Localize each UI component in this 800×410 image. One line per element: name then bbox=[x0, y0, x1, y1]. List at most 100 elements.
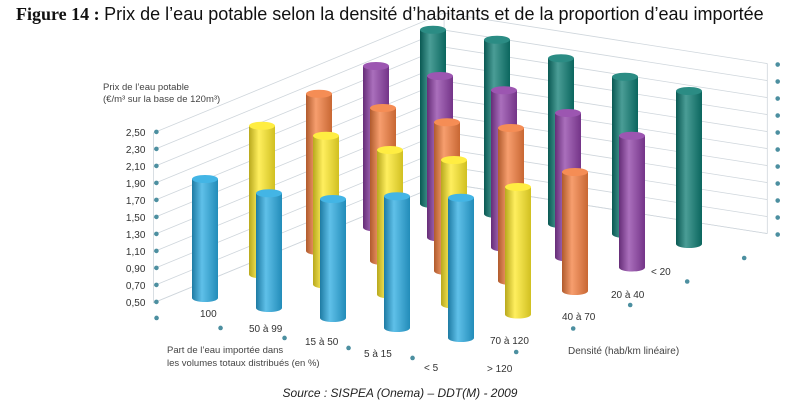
figure-source: Source : SISPEA (Onema) – DDT(M) - 2009 bbox=[282, 386, 518, 400]
x-label-line: Part de l’eau importée dans bbox=[167, 345, 283, 356]
wall-tick-dot bbox=[775, 79, 780, 84]
bar-> 120-100 bbox=[192, 175, 218, 302]
wall-tick-dot bbox=[775, 96, 780, 101]
z-tick-label: 40 à 70 bbox=[562, 312, 596, 323]
bar-> 120-< 5 bbox=[448, 193, 474, 342]
y-tick-dot bbox=[154, 214, 159, 220]
bar-top bbox=[320, 195, 346, 203]
y-tick-label: 0,70 bbox=[126, 281, 146, 292]
bar-body bbox=[676, 91, 702, 248]
bar-40 à 70-< 5 bbox=[562, 168, 588, 295]
x-tick-dot bbox=[346, 345, 351, 351]
y-tick-dot bbox=[154, 299, 159, 305]
bar-top bbox=[555, 109, 581, 117]
z-tick-label: 70 à 120 bbox=[490, 336, 529, 347]
bar-70 à 120-< 5 bbox=[505, 183, 531, 319]
y-tick-dot bbox=[154, 248, 159, 254]
x-tick-label: 5 à 15 bbox=[364, 349, 392, 360]
bar-top bbox=[498, 124, 524, 132]
y-tick-label: 1,30 bbox=[126, 230, 146, 241]
wall-tick-dot bbox=[775, 130, 780, 135]
bar-body bbox=[562, 172, 588, 295]
bar-top bbox=[256, 189, 282, 198]
x-tick-label: 100 bbox=[200, 309, 217, 320]
bar-body bbox=[256, 193, 282, 312]
z-axis-label: Densité (hab/km linéaire) bbox=[568, 346, 679, 357]
y-axis-label: Prix de l’eau potable(€/m³ sur la base d… bbox=[103, 82, 220, 105]
y-tick-dot bbox=[154, 265, 159, 271]
wall-tick-dot bbox=[775, 62, 780, 67]
bar-top bbox=[249, 121, 275, 130]
bar-top bbox=[363, 62, 389, 70]
x-label-line: les volumes totaux distribués (en %) bbox=[167, 358, 320, 369]
bar-> 120-5 à 15 bbox=[384, 192, 410, 332]
bar-top bbox=[448, 193, 474, 202]
figure-title: Figure 14 : Prix de l’eau potable selon … bbox=[16, 4, 764, 25]
z-tick-dot bbox=[741, 255, 747, 261]
bar-top bbox=[548, 54, 574, 63]
x-axis-label: Part de l’eau importée dans les volumes t… bbox=[167, 345, 320, 369]
y-axis-ticks: 2,50 2,30 2,10 1,90 1,70 1,50 1,30 1,10 0,90 0,70… bbox=[126, 128, 159, 309]
bar-top bbox=[434, 118, 460, 127]
bar-top bbox=[377, 146, 403, 154]
bar-top bbox=[427, 72, 453, 80]
y-tick-dot bbox=[154, 197, 159, 203]
y-tick-label: 1,10 bbox=[126, 247, 146, 258]
z-tick-dot bbox=[684, 279, 690, 284]
wall-tick-dot bbox=[775, 164, 780, 169]
x-tick-dot bbox=[282, 335, 287, 341]
y-tick-label: 2,50 bbox=[126, 128, 146, 139]
bar-top bbox=[491, 86, 517, 95]
bar-top bbox=[505, 183, 531, 191]
bar-top bbox=[484, 35, 510, 44]
x-axis-ticks: 100 50 à 99 15 à 50 5 à 15 < 5 bbox=[154, 309, 439, 374]
y-label-line: Prix de l’eau potable bbox=[103, 82, 189, 93]
bar-> 120-15 à 50 bbox=[320, 195, 346, 322]
y-tick-label: 2,30 bbox=[126, 145, 146, 156]
bar-body bbox=[320, 199, 346, 322]
figure-label: Figure 14 : bbox=[16, 4, 100, 24]
y-tick-dot bbox=[154, 282, 159, 288]
wall-tick-dot bbox=[775, 215, 780, 220]
y-tick-label: 1,50 bbox=[126, 213, 146, 224]
y-tick-label: 2,10 bbox=[126, 162, 146, 173]
bar-top bbox=[676, 87, 702, 95]
bar-top bbox=[612, 72, 638, 81]
wall-tick-dot bbox=[775, 113, 780, 118]
x-tick-label: 50 à 99 bbox=[249, 324, 283, 335]
bar-top bbox=[420, 25, 446, 34]
wall-tick-dot bbox=[775, 147, 780, 152]
bars bbox=[192, 25, 702, 342]
bar-body bbox=[448, 197, 474, 342]
wall-tick-dot bbox=[775, 232, 780, 237]
z-tick-dot bbox=[513, 349, 519, 355]
y-tick-dot bbox=[154, 180, 159, 186]
x-tick-dot bbox=[218, 325, 223, 331]
z-axis-ticks: > 120 70 à 120 40 à 70 20 à 40 < 20 bbox=[487, 62, 780, 375]
y-tick-label: 1,90 bbox=[126, 179, 146, 190]
bar-20 à 40-< 5 bbox=[619, 131, 645, 272]
x-tick-dot bbox=[410, 355, 415, 361]
bar-body bbox=[384, 196, 410, 332]
y-tick-dot bbox=[154, 231, 159, 237]
y-tick-label: 0,50 bbox=[126, 298, 146, 309]
bar-top bbox=[619, 131, 645, 140]
bar-body bbox=[192, 179, 218, 302]
z-tick-label: > 120 bbox=[487, 364, 513, 375]
bar-top bbox=[192, 175, 218, 183]
bar-top bbox=[370, 104, 396, 112]
x-tick-label: < 5 bbox=[424, 363, 439, 374]
bar-top bbox=[313, 131, 339, 140]
wall-tick-dot bbox=[775, 181, 780, 186]
grid-line bbox=[153, 12, 768, 134]
bar-top bbox=[441, 156, 467, 164]
y-tick-label: 0,90 bbox=[126, 264, 146, 275]
bar-top bbox=[562, 168, 588, 176]
bar-< 20-< 5 bbox=[676, 87, 702, 248]
y-tick-label: 1,70 bbox=[126, 196, 146, 207]
figure-title-text: Prix de l’eau potable selon la densité d… bbox=[104, 4, 764, 24]
bar-> 120-50 à 99 bbox=[256, 189, 282, 312]
x-tick-label: 15 à 50 bbox=[305, 337, 339, 348]
z-tick-label: < 20 bbox=[651, 267, 671, 278]
y-tick-dot bbox=[154, 129, 159, 135]
